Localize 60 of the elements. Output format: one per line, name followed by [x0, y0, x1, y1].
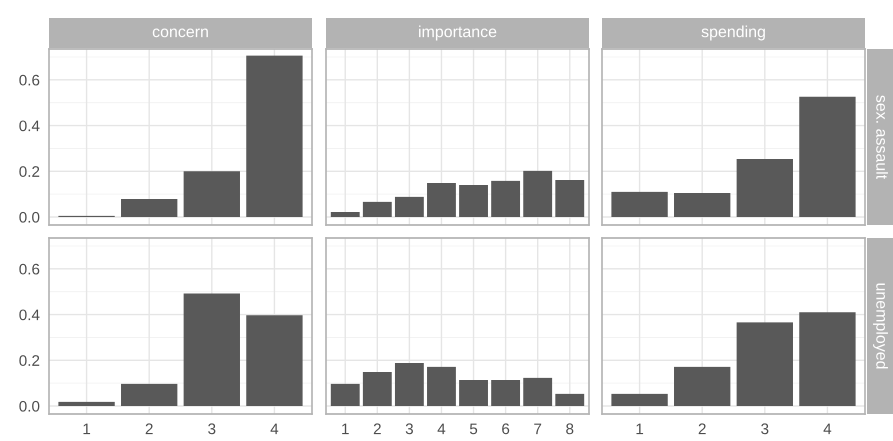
y-tick-label: 0.2	[19, 166, 40, 177]
x-tick-label: 2	[698, 423, 706, 434]
x-tick-label: 3	[406, 423, 413, 434]
bar	[611, 394, 668, 406]
x-tick-label: 3	[761, 423, 768, 434]
bar	[491, 180, 520, 217]
bar	[394, 196, 424, 217]
x-tick-label: 6	[502, 423, 510, 434]
y-tick-label: 0.0	[19, 400, 40, 412]
y-tick-label: 0.2	[19, 355, 40, 366]
y-tick-label: 0.6	[19, 264, 40, 275]
x-tick-label: 2	[146, 423, 153, 434]
bar	[121, 384, 178, 406]
bar	[799, 96, 856, 217]
x-tick-label: 4	[824, 424, 832, 434]
text: unemployed	[873, 284, 888, 368]
x-tick-label: 5	[470, 424, 478, 434]
bar	[523, 378, 552, 406]
bar	[362, 372, 392, 406]
x-tick-label: 7	[534, 424, 542, 434]
bar	[394, 363, 424, 406]
bar	[362, 202, 392, 217]
chart-title: concern	[152, 28, 208, 38]
x-tick-label: 1	[636, 424, 644, 434]
bar	[121, 198, 178, 217]
bar	[246, 56, 303, 217]
bar	[427, 366, 456, 406]
chart-title: spending	[702, 26, 765, 40]
y-tick-label: 0.4	[19, 309, 40, 320]
bar	[184, 294, 240, 406]
x-tick-label: 1	[83, 424, 90, 434]
bar	[330, 212, 360, 217]
bar	[736, 158, 793, 217]
bar	[459, 380, 488, 406]
bar	[184, 171, 240, 217]
bar	[523, 170, 552, 217]
x-tick-label: 3	[208, 423, 216, 434]
y-tick-label: 0.6	[19, 74, 40, 86]
bar	[674, 193, 730, 217]
bar	[491, 380, 520, 406]
bar	[555, 180, 584, 217]
bar	[58, 402, 115, 406]
text: sex. assault	[876, 95, 888, 180]
x-tick-label: 4	[438, 424, 446, 434]
bar	[330, 384, 360, 406]
chart-title: importance	[419, 26, 496, 40]
bar	[459, 185, 488, 217]
y-tick-label: 0.0	[19, 212, 40, 223]
x-tick-label: 2	[374, 423, 381, 434]
x-tick-label: 1	[342, 424, 349, 434]
bar	[736, 322, 793, 406]
bar	[799, 312, 856, 406]
x-tick-label: 8	[566, 423, 574, 434]
y-tick-label: 0.4	[19, 120, 40, 132]
bar	[674, 366, 730, 406]
x-tick-label: 4	[270, 424, 278, 434]
bar	[611, 192, 668, 217]
bar	[555, 394, 584, 406]
bar	[427, 182, 456, 217]
bar	[246, 315, 303, 406]
